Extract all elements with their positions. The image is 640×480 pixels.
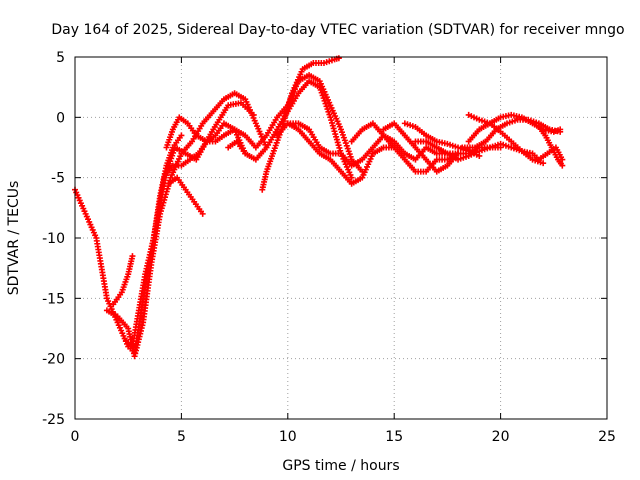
series-sat-m — [380, 120, 462, 175]
x-tick-label: 0 — [71, 429, 80, 445]
series-sat-g — [165, 174, 206, 217]
data-point-marker — [557, 128, 564, 135]
data-point-marker — [178, 132, 185, 139]
series-sat-t — [535, 123, 566, 169]
series-sat-j — [274, 120, 398, 187]
data-point-marker — [540, 160, 547, 167]
y-tick-label: -15 — [42, 291, 65, 307]
data-point-marker — [242, 150, 249, 157]
data-point-marker — [348, 174, 355, 181]
y-tick-label: -20 — [42, 352, 65, 368]
data-series — [72, 55, 566, 360]
data-point-marker — [559, 162, 566, 169]
series-sat-d — [110, 253, 136, 308]
series-sat-c — [123, 132, 185, 350]
x-axis-label: GPS time / hours — [282, 458, 399, 474]
series-sat-f — [161, 72, 366, 181]
chart-title: Day 164 of 2025, Sidereal Day-to-day VTE… — [51, 22, 624, 38]
y-tick-label: -10 — [42, 231, 65, 247]
data-point-marker — [199, 210, 206, 217]
x-tick-label: 20 — [492, 429, 510, 445]
y-tick-label: 5 — [56, 50, 65, 66]
axis-ticks: 0 5 10 15 20 25 -25 -20 -15 -10 -5 0 5 — [42, 50, 616, 445]
data-point-marker — [129, 253, 136, 260]
series-sat-n — [401, 120, 483, 159]
x-tick-label: 5 — [177, 429, 186, 445]
series-sat-r — [459, 116, 564, 151]
data-point-marker — [455, 150, 462, 157]
y-tick-label: -25 — [42, 412, 65, 428]
data-point-marker — [335, 55, 342, 62]
series-sat-h — [225, 138, 249, 157]
x-tick-label: 25 — [598, 429, 616, 445]
series-sat-o — [412, 138, 493, 163]
y-axis-label: SDTVAR / TECUs — [6, 181, 22, 296]
x-tick-label: 10 — [279, 429, 297, 445]
y-tick-label: -5 — [51, 171, 65, 187]
series-sat-b — [103, 90, 270, 360]
x-tick-label: 15 — [385, 429, 403, 445]
y-tick-label: 0 — [56, 110, 65, 126]
